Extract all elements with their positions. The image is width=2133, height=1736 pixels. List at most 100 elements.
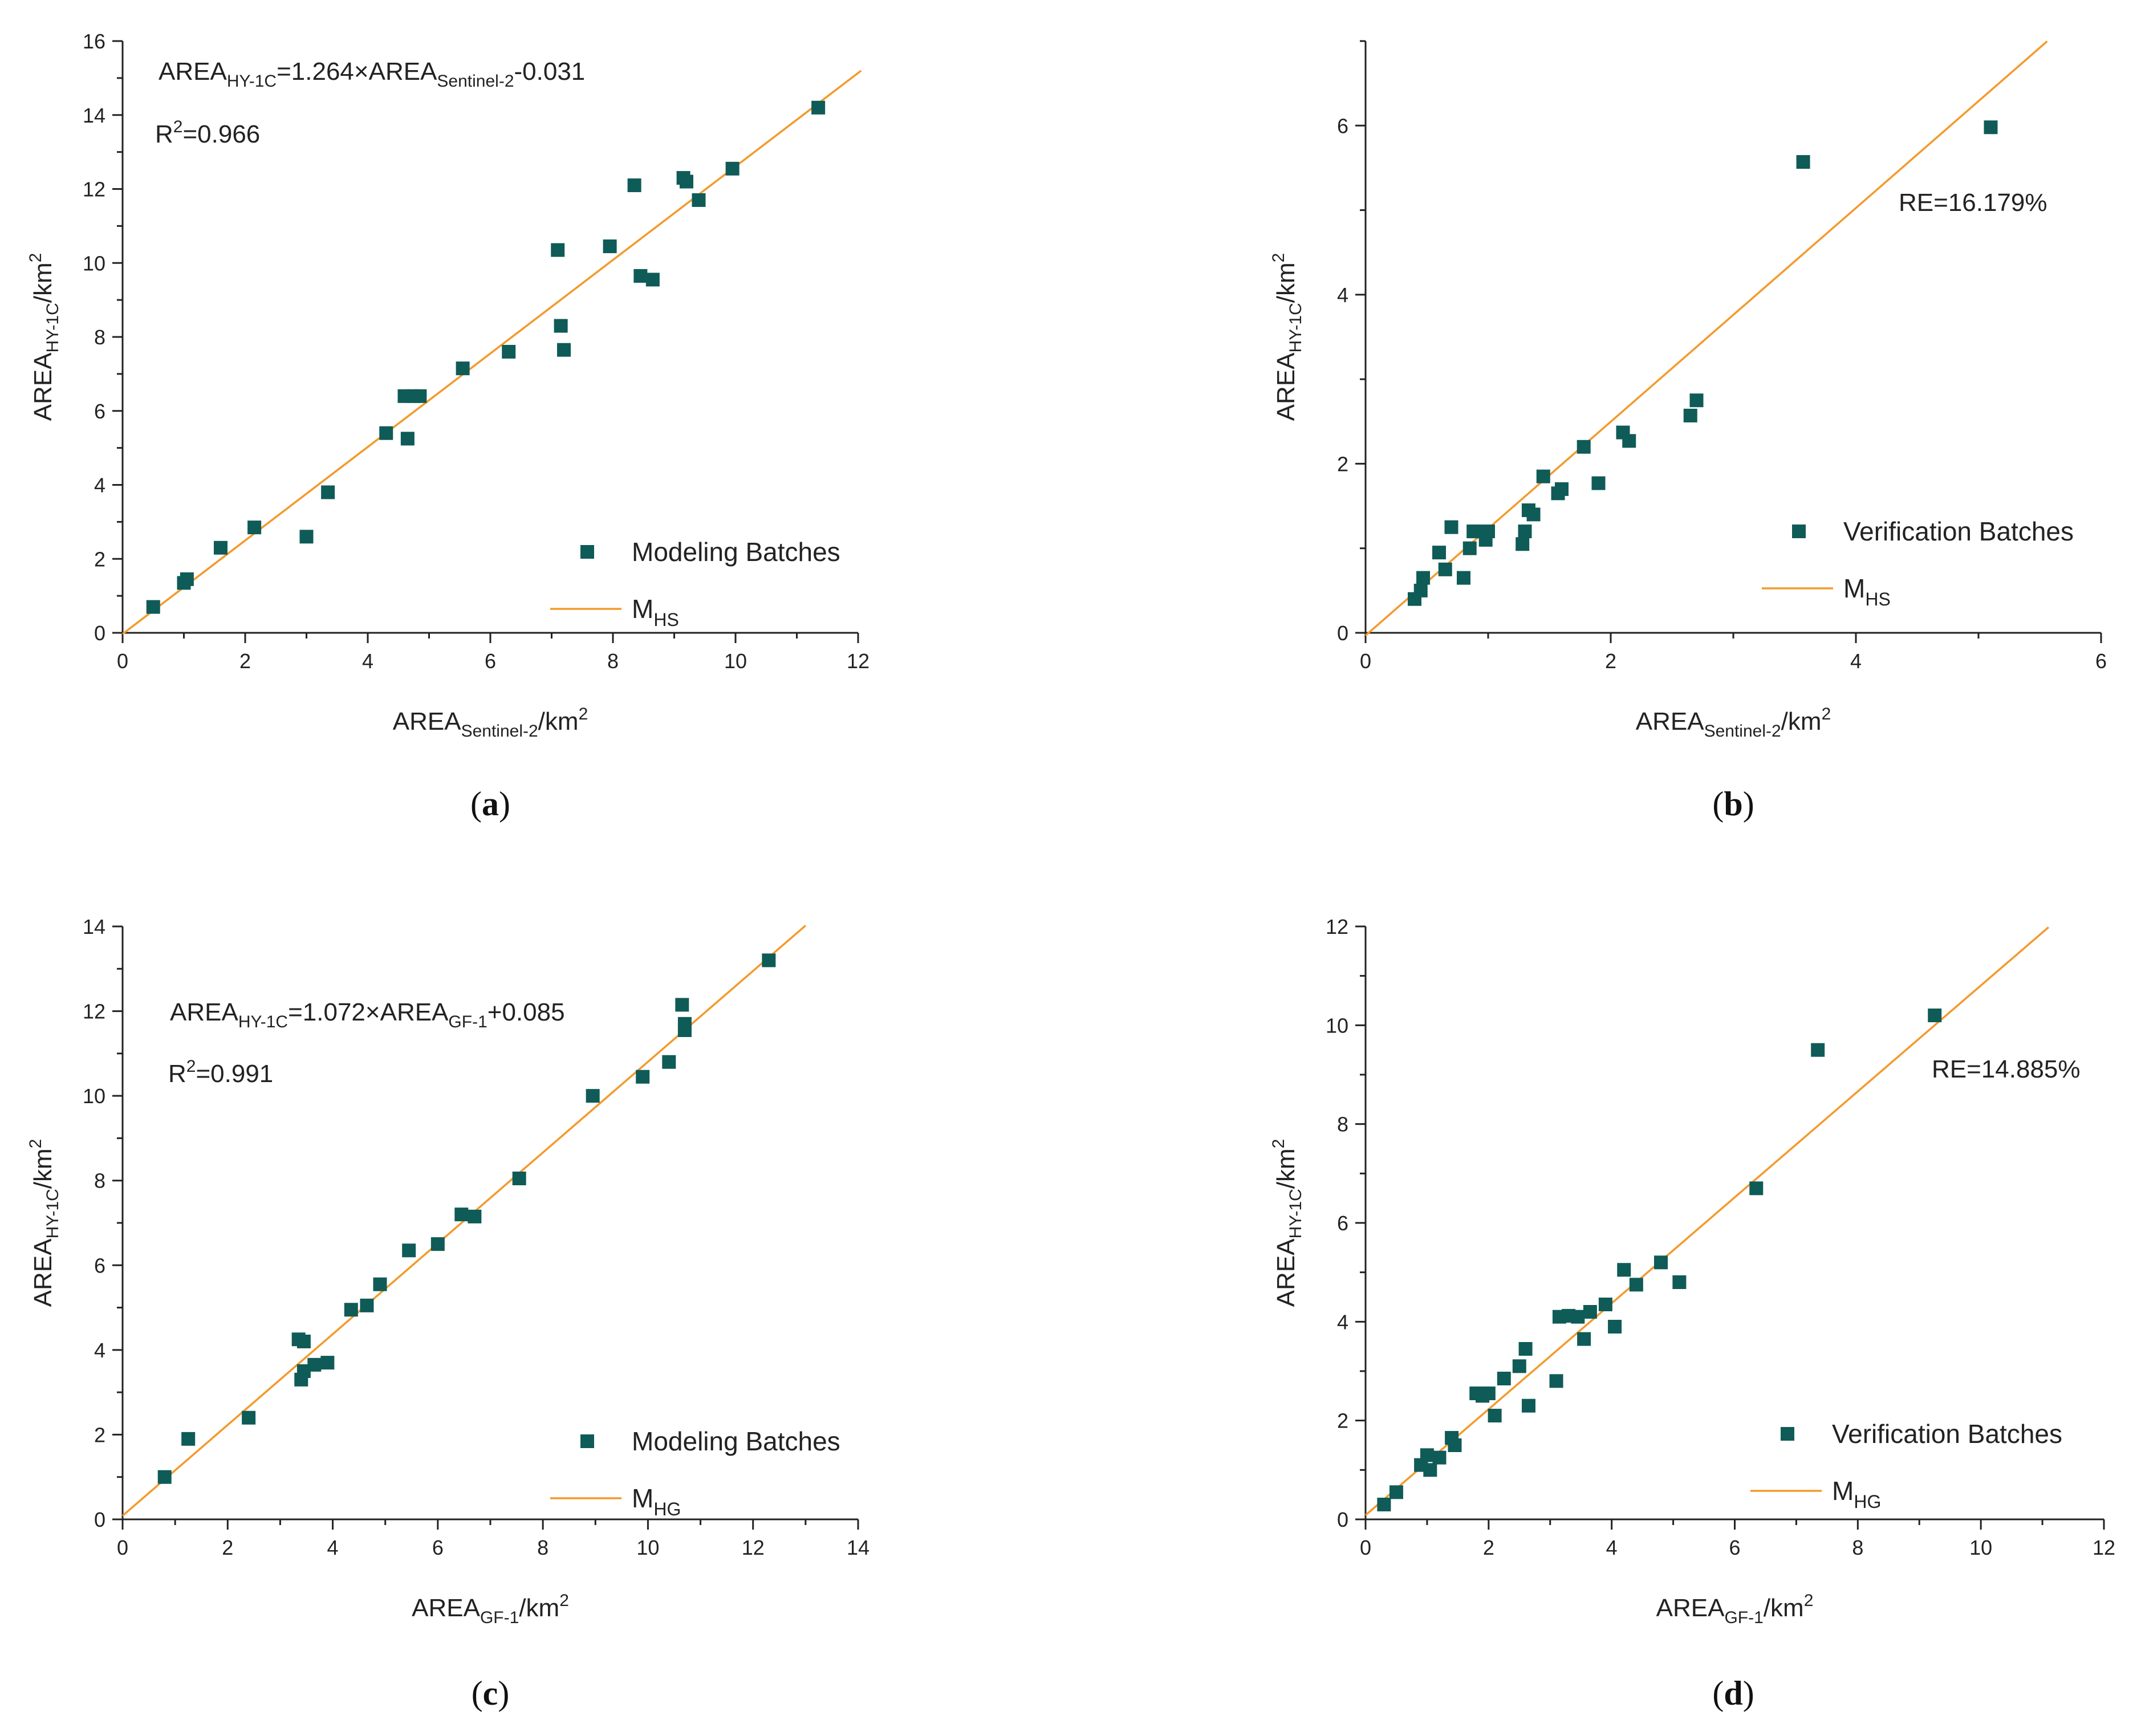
y-tick-label: 4: [1337, 283, 1348, 307]
data-point: [636, 1070, 650, 1084]
data-point: [1555, 482, 1569, 496]
data-point: [1416, 571, 1431, 585]
data-point: [468, 1209, 482, 1223]
legend-series-label: Verification Batches: [1832, 1419, 2062, 1449]
data-point: [296, 1335, 311, 1348]
data-point: [1583, 1305, 1597, 1319]
data-point: [1536, 469, 1550, 483]
data-point: [1526, 507, 1541, 522]
data-point: [1549, 1374, 1563, 1388]
data-point: [502, 344, 516, 359]
data-point: [1497, 1372, 1511, 1385]
data-point: [677, 1023, 692, 1037]
y-axis-title-sub: HY-1C: [43, 303, 62, 352]
y-axis-title-sub: HY-1C: [1286, 303, 1305, 352]
r-squared-sup: 2: [173, 117, 183, 136]
y-tick-label: 0: [1337, 1508, 1348, 1531]
y-axis-title-main: AREA: [1272, 352, 1300, 421]
regression-equation: AREAHY-1C=1.072×AREAGF-1+0.085: [170, 998, 565, 1031]
x-tick-label: 8: [1852, 1536, 1863, 1559]
x-tick-label: 2: [1605, 649, 1616, 673]
data-point: [413, 389, 427, 403]
data-point: [1420, 1448, 1434, 1462]
y-tick-label: 6: [1337, 114, 1348, 137]
legend-series-label: Modeling Batches: [632, 1426, 840, 1456]
legend: Verification Batches MHS: [1762, 517, 2074, 609]
y-axis-title-sup: 2: [26, 1139, 45, 1149]
x-tick-label: 2: [222, 1536, 233, 1559]
data-point: [762, 953, 776, 967]
x-tick-label: 4: [327, 1536, 339, 1559]
y-tick-label: 12: [1326, 915, 1348, 938]
y-tick-label: 6: [94, 400, 105, 423]
data-point: [400, 432, 415, 446]
legend-line-name: M: [632, 1483, 653, 1513]
legend: Modeling Batches MHG: [550, 1426, 840, 1519]
y-tick-label: 6: [94, 1254, 105, 1277]
data-point: [1683, 408, 1697, 422]
data-point: [1521, 1398, 1535, 1413]
y-tick-label: 2: [1337, 452, 1348, 475]
data-point: [1689, 393, 1704, 408]
data-point: [1423, 1463, 1437, 1477]
data-point: [1928, 1009, 1942, 1022]
y-axis-title-sup: 2: [26, 253, 45, 263]
data-point: [1457, 571, 1470, 585]
panel-label-letter: d: [1724, 1674, 1742, 1712]
legend-marker: [580, 1434, 594, 1448]
y-axis-title-sub: HY-1C: [1286, 1189, 1305, 1238]
y-axis-title-unit: /km: [29, 262, 57, 303]
x-tick-label: 8: [537, 1536, 549, 1559]
y-tick-label: 4: [94, 1339, 105, 1362]
relative-error: RE=16.179%: [1899, 189, 2047, 217]
x-tick-label: 0: [117, 1536, 128, 1559]
x-tick-label: 12: [847, 649, 870, 673]
x-tick-label: 4: [362, 649, 373, 673]
y-tick-label: 10: [83, 251, 105, 275]
data-point: [557, 343, 571, 357]
legend-line-label: MHS: [1843, 574, 1891, 609]
data-point: [430, 1237, 445, 1251]
x-axis-title-main: AREA: [412, 1594, 480, 1622]
y-axis-title-sup: 2: [1269, 1139, 1288, 1149]
y-tick-label: 0: [94, 621, 105, 645]
y-axis-title-unit: /km: [29, 1148, 57, 1189]
legend-marker: [1781, 1427, 1794, 1441]
y-tick-label: 14: [83, 915, 105, 938]
y-axis-title: AREAHY-1C/km2: [26, 253, 62, 421]
equation-rhs-sub: Sentinel-2: [437, 72, 514, 91]
data-point: [320, 1356, 335, 1370]
x-tick-label: 8: [607, 649, 619, 673]
panel-label-close: ): [498, 1674, 509, 1712]
data-point: [675, 998, 689, 1012]
data-point: [586, 1089, 600, 1103]
y-tick-label: 14: [83, 104, 105, 127]
x-axis-title-sup: 2: [559, 1591, 569, 1610]
equation-tail: +0.085: [487, 998, 565, 1026]
data-point: [146, 600, 160, 614]
legend: Modeling Batches MHS: [550, 537, 840, 630]
x-tick-label: 6: [432, 1536, 444, 1559]
data-point: [321, 485, 335, 499]
legend-marker: [580, 545, 594, 559]
data-point: [299, 530, 314, 544]
data-point: [1512, 1359, 1526, 1373]
data-point: [725, 161, 740, 176]
x-axis-title-unit: /km: [1764, 1594, 1804, 1622]
panel-label-open: (: [1712, 1674, 1724, 1712]
data-point: [1598, 1298, 1612, 1311]
x-tick-label: 0: [1360, 649, 1371, 673]
legend-line-label: MHS: [632, 594, 679, 630]
data-point: [603, 239, 617, 254]
data-point: [551, 243, 565, 257]
y-axis-title-main: AREA: [29, 352, 57, 421]
panel-label-letter: a: [482, 785, 499, 823]
chart-panel-b: 0 2 4 60246AREASentinel-2/km2AREAHY-1C/km2V…: [1269, 40, 2107, 823]
data-point: [811, 100, 826, 115]
legend-line-sub: HG: [1854, 1491, 1881, 1512]
data-point: [1377, 1498, 1391, 1511]
data-point: [1654, 1255, 1668, 1270]
x-tick-label: 6: [2095, 649, 2107, 673]
regression-equation: AREAHY-1C=1.264×AREASentinel-2-0.031: [159, 58, 585, 91]
y-tick-label: 10: [83, 1084, 105, 1108]
